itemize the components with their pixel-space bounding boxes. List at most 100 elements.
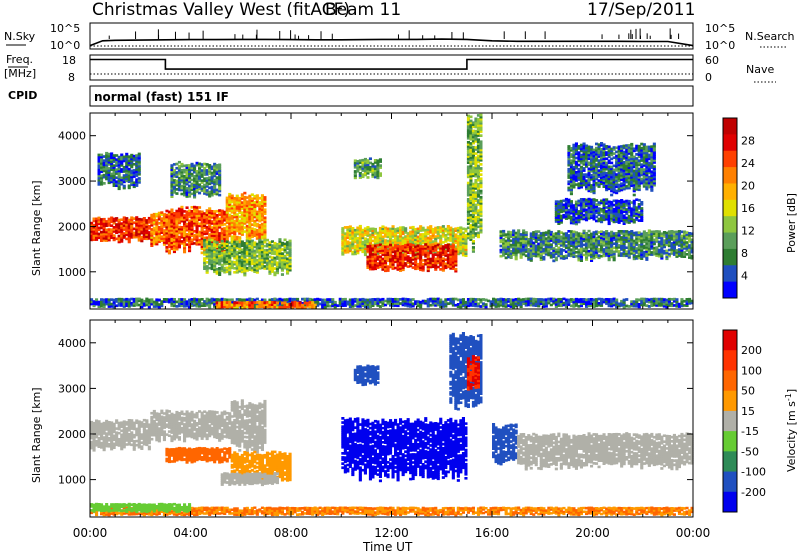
heatmap-cell bbox=[378, 261, 382, 265]
heatmap-cell bbox=[225, 221, 229, 224]
heatmap-cell bbox=[381, 253, 385, 257]
heatmap-cell bbox=[476, 231, 480, 235]
heatmap-cell bbox=[642, 246, 646, 250]
heatmap-cell bbox=[574, 235, 578, 238]
heatmap-cell bbox=[378, 158, 382, 161]
heatmap-cell bbox=[195, 228, 199, 232]
heatmap-cell bbox=[419, 255, 423, 259]
heatmap-cell bbox=[605, 252, 609, 255]
heatmap-cell bbox=[353, 238, 357, 242]
heatmap-cell bbox=[449, 235, 453, 238]
heatmap-cell bbox=[554, 216, 558, 219]
heatmap-cell bbox=[120, 176, 124, 180]
heatmap-cell bbox=[429, 241, 433, 244]
heatmap-cell bbox=[346, 232, 350, 235]
heatmap-cell bbox=[125, 156, 129, 160]
heatmap-cell bbox=[590, 204, 594, 208]
heatmap-cell bbox=[590, 153, 594, 157]
heatmap-cell bbox=[195, 188, 199, 192]
heatmap-cell bbox=[125, 167, 129, 170]
heatmap-cell bbox=[288, 266, 292, 270]
heatmap-cell bbox=[602, 198, 606, 202]
heatmap-cell bbox=[476, 225, 480, 229]
heatmap-cell bbox=[595, 175, 599, 179]
heatmap-cell bbox=[529, 242, 533, 246]
heatmap-cell bbox=[243, 257, 247, 261]
heatmap-cell bbox=[607, 246, 611, 249]
heatmap-cell bbox=[200, 216, 204, 220]
heatmap-cell bbox=[466, 137, 470, 140]
heatmap-cell bbox=[615, 244, 619, 247]
heatmap-cell bbox=[243, 251, 247, 255]
heatmap-cell bbox=[368, 229, 372, 233]
heatmap-cell bbox=[539, 232, 543, 235]
heatmap-cell bbox=[125, 231, 129, 234]
heatmap-cell bbox=[683, 238, 687, 242]
heatmap-cell bbox=[122, 216, 126, 219]
heatmap-cell bbox=[195, 176, 199, 179]
heatmap-cell bbox=[592, 181, 596, 184]
heatmap-cell bbox=[572, 208, 576, 211]
heatmap-cell bbox=[280, 262, 284, 266]
heatmap-cell bbox=[341, 237, 345, 240]
heatmap-cell bbox=[597, 250, 601, 253]
heatmap-cell bbox=[615, 234, 619, 237]
heatmap-cell bbox=[416, 239, 420, 243]
heatmap-cell bbox=[587, 229, 591, 233]
heatmap-cell bbox=[637, 250, 641, 253]
heatmap-cell bbox=[203, 179, 207, 183]
heatmap-cell bbox=[263, 238, 267, 242]
heatmap-cell bbox=[180, 205, 184, 209]
heatmap-cell bbox=[567, 147, 571, 150]
heatmap-cell bbox=[180, 234, 184, 237]
heatmap-cell bbox=[371, 267, 375, 271]
heatmap-cell bbox=[574, 222, 578, 226]
heatmap-cell bbox=[203, 259, 207, 262]
heatmap-cell bbox=[351, 227, 355, 230]
heatmap-cell bbox=[265, 255, 269, 258]
heatmap-cell bbox=[466, 214, 470, 217]
heatmap-cell bbox=[351, 234, 355, 238]
heatmap-cell bbox=[509, 254, 513, 257]
heatmap-cell bbox=[590, 247, 594, 250]
heatmap-cell bbox=[228, 201, 232, 204]
heatmap-cell bbox=[617, 252, 621, 255]
heatmap-cell bbox=[522, 233, 526, 236]
heatmap-cell bbox=[245, 258, 249, 262]
heatmap-cell bbox=[107, 152, 111, 156]
heatmap-cell bbox=[376, 258, 380, 261]
heatmap-cell bbox=[471, 225, 475, 229]
heatmap-cell bbox=[645, 244, 649, 247]
heatmap-cell bbox=[190, 168, 194, 172]
heatmap-cell bbox=[205, 173, 209, 176]
heatmap-cell bbox=[602, 250, 606, 253]
heatmap-cell bbox=[456, 236, 460, 240]
heatmap-cell bbox=[135, 168, 139, 171]
heatmap-cell bbox=[263, 248, 267, 252]
heatmap-cell bbox=[544, 249, 548, 252]
heatmap-cell bbox=[368, 265, 372, 269]
heatmap-cell bbox=[471, 221, 475, 225]
heatmap-cell bbox=[602, 254, 606, 258]
heatmap-cell bbox=[680, 249, 684, 252]
heatmap-cell bbox=[399, 230, 403, 234]
heatmap-cell bbox=[180, 232, 184, 235]
heatmap-cell bbox=[554, 234, 558, 237]
heatmap-cell bbox=[640, 249, 644, 252]
heatmap-cell bbox=[657, 230, 661, 233]
heatmap-cell bbox=[419, 227, 423, 230]
heatmap-cell bbox=[273, 267, 277, 270]
heatmap-cell bbox=[597, 241, 601, 245]
heatmap-cell bbox=[597, 239, 601, 243]
heatmap-cell bbox=[384, 249, 388, 253]
heatmap-cell bbox=[582, 173, 586, 176]
heatmap-cell bbox=[260, 226, 264, 230]
heatmap-cell bbox=[248, 200, 252, 204]
heatmap-cell bbox=[218, 246, 222, 249]
heatmap-cell bbox=[215, 245, 219, 248]
heatmap-cell bbox=[160, 229, 164, 232]
heatmap-cell bbox=[469, 133, 473, 137]
heatmap-cell bbox=[278, 238, 282, 241]
heatmap-cell bbox=[203, 185, 207, 189]
heatmap-cell bbox=[471, 152, 475, 155]
